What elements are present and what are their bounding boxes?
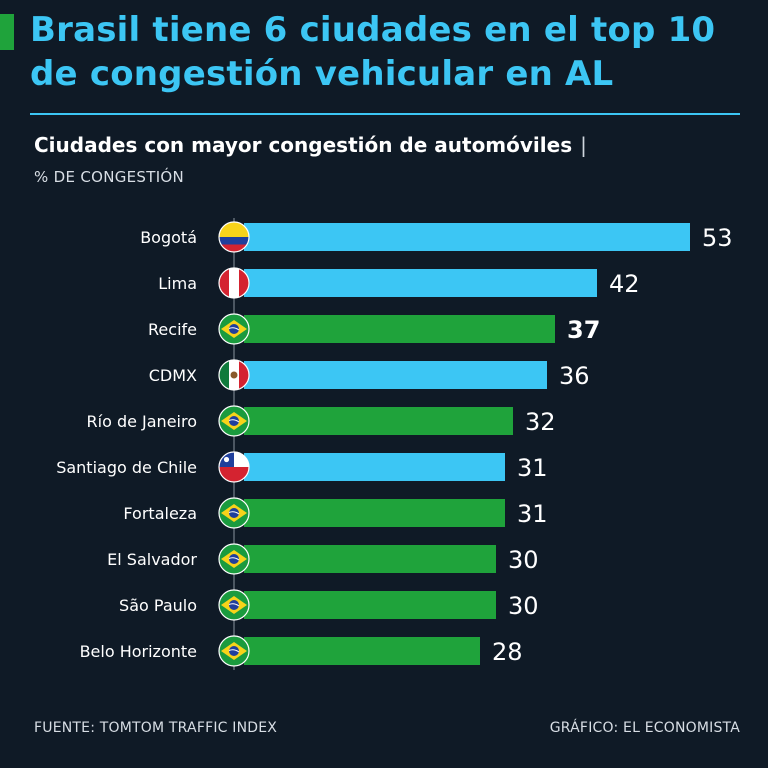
- peru-flag-icon: [218, 267, 250, 299]
- bar-7: [244, 499, 505, 527]
- bar-chart: Bogotá 53 Lima 42 Recife 37 CDMX 36 Río de Janei…: [56, 218, 733, 670]
- bar-9: [244, 591, 496, 619]
- chart-subtitle: Ciudades con mayor congestión de automóv…: [34, 132, 587, 158]
- category-label: Belo Horizonte: [80, 642, 197, 661]
- category-label: Río de Janeiro: [87, 412, 198, 431]
- bar-1: [244, 223, 690, 251]
- value-label: 28: [492, 638, 523, 666]
- brazil-flag-icon: [218, 543, 250, 575]
- credit-note: GRÁFICO: EL ECONOMISTA: [549, 720, 740, 736]
- value-label: 32: [525, 408, 556, 436]
- bar-6: [244, 453, 505, 481]
- value-label: 31: [517, 454, 548, 482]
- category-label: Fortaleza: [123, 504, 197, 523]
- value-label: 42: [609, 270, 640, 298]
- bar-2: [244, 269, 597, 297]
- mexico-flag-icon: [218, 359, 250, 391]
- subtitle-separator: |: [580, 133, 587, 157]
- chart-title: Brasil tiene 6 ciudades en el top 10 de …: [30, 10, 716, 94]
- value-label: 53: [702, 224, 733, 252]
- bar-5: [244, 407, 513, 435]
- category-label: Recife: [148, 320, 197, 339]
- bar-8: [244, 545, 496, 573]
- value-label: 31: [517, 500, 548, 528]
- bar-3: [244, 315, 555, 343]
- accent-bar: [0, 14, 14, 50]
- category-label: Lima: [158, 274, 197, 293]
- brazil-flag-icon: [218, 497, 250, 529]
- brazil-flag-icon: [218, 405, 250, 437]
- category-label: São Paulo: [119, 596, 197, 615]
- brazil-flag-icon: [218, 635, 250, 667]
- category-label: CDMX: [149, 366, 197, 385]
- value-label: 37: [567, 316, 600, 344]
- bar-10: [244, 637, 480, 665]
- category-label: Santiago de Chile: [56, 458, 197, 477]
- brazil-flag-icon: [218, 589, 250, 621]
- category-label: El Salvador: [107, 550, 197, 569]
- source-note: FUENTE: TOMTOM TRAFFIC INDEX: [34, 720, 278, 736]
- subtitle-text: Ciudades con mayor congestión de automóv…: [34, 133, 573, 157]
- value-label: 36: [559, 362, 590, 390]
- bar-4: [244, 361, 547, 389]
- title-divider: [30, 113, 740, 115]
- colombia-flag-icon: [218, 221, 250, 253]
- brazil-flag-icon: [218, 313, 250, 345]
- chile-flag-icon: [218, 451, 250, 483]
- category-label: Bogotá: [140, 228, 197, 247]
- value-label: 30: [508, 546, 539, 574]
- value-label: 30: [508, 592, 539, 620]
- unit-label: % DE CONGESTIÓN: [34, 168, 185, 186]
